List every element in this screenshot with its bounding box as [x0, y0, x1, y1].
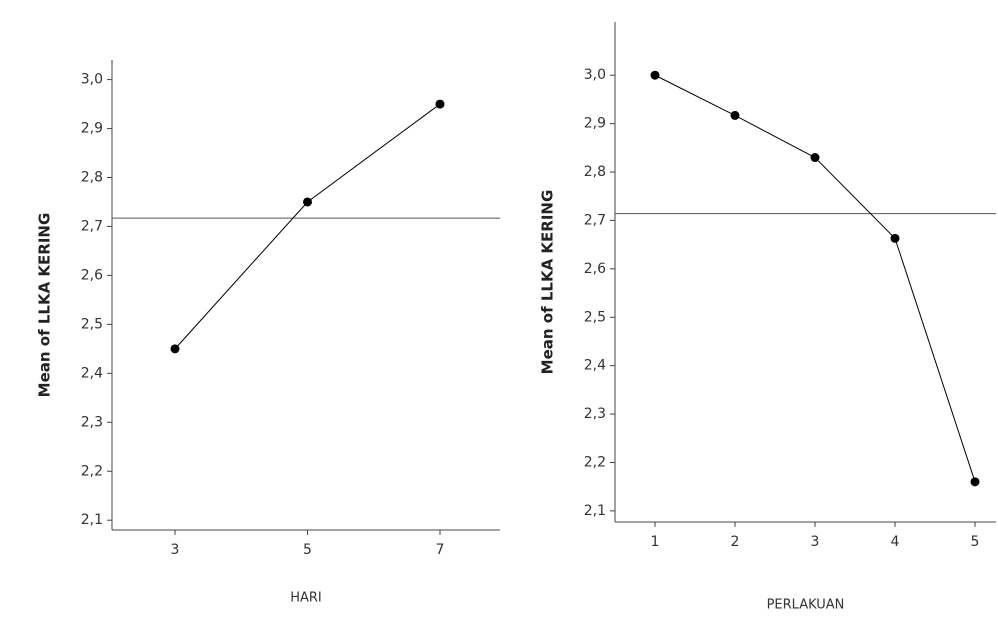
y-tick-label: 2,8 — [81, 170, 103, 186]
y-tick-label: 2,2 — [81, 463, 103, 479]
x-tick-label: 5 — [971, 534, 980, 550]
point — [811, 153, 820, 162]
y-tick-label: 2,3 — [584, 406, 606, 422]
x-tick-label: 5 — [303, 542, 312, 558]
y-tick-label: 2,9 — [584, 116, 606, 132]
point — [171, 344, 180, 353]
series-line — [655, 75, 975, 482]
x-tick-label: 3 — [171, 542, 180, 558]
series-line — [175, 104, 440, 349]
point — [891, 234, 900, 243]
y-tick-label: 2,6 — [584, 261, 606, 277]
point — [731, 111, 740, 120]
y-tick-label: 2,1 — [584, 503, 606, 519]
y-tick-label: 2,7 — [81, 218, 103, 234]
x-tick-label: 2 — [731, 534, 740, 550]
point — [436, 100, 445, 109]
y-tick-label: 3,0 — [81, 72, 103, 88]
y-tick-label: 2,1 — [81, 512, 103, 528]
y-tick-label: 2,2 — [584, 454, 606, 470]
x-tick-label: 1 — [651, 534, 660, 550]
y-tick-label: 2,5 — [81, 316, 103, 332]
y-tick-label: 2,4 — [81, 365, 103, 381]
chart: 2,1 2,2 2,3 2,4 2,5 2,6 2,7 2,8 2,9 3,0 3 5 7 Mean of… — [0, 0, 998, 614]
x-axis-label: HARI — [290, 591, 322, 606]
y-tick-label: 2,7 — [584, 212, 606, 228]
point — [651, 71, 660, 80]
point — [303, 197, 312, 206]
x-tick-label: 3 — [811, 534, 820, 550]
y-tick-label: 2,9 — [81, 121, 103, 137]
x-axis-label: PERLAKUAN — [767, 598, 845, 613]
point — [971, 477, 980, 486]
y-tick-label: 2,8 — [584, 164, 606, 180]
y-tick-label: 2,6 — [81, 267, 103, 283]
y-axis-label: Mean of LLKA KERING — [539, 190, 557, 375]
y-tick-label: 2,4 — [584, 358, 606, 374]
y-axis-label: Mean of LLKA KERING — [36, 213, 54, 398]
y-tick-label: 3,0 — [584, 67, 606, 83]
x-tick-label: 7 — [436, 542, 445, 558]
x-tick-label: 4 — [891, 534, 900, 550]
y-tick-label: 2,5 — [584, 309, 606, 325]
y-tick-label: 2,3 — [81, 414, 103, 430]
